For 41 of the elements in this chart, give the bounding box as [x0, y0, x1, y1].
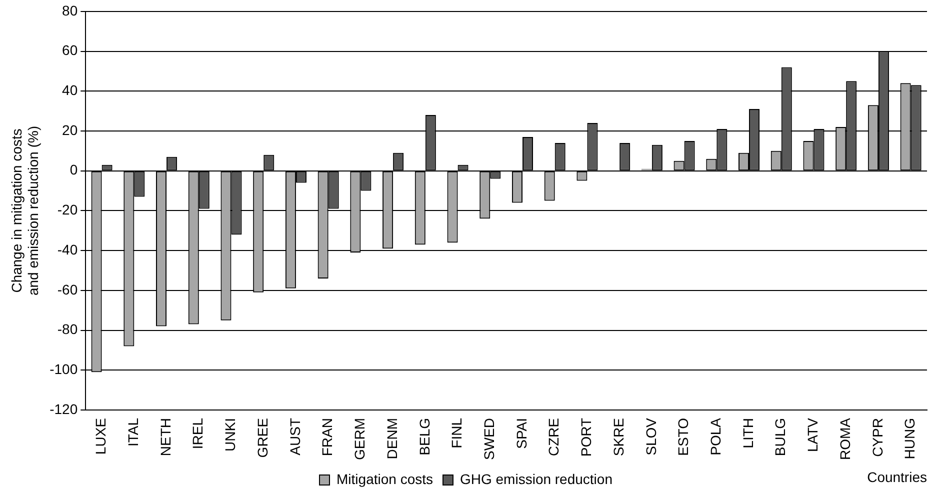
x-tick-label: BELG	[416, 418, 432, 456]
y-tick-label: -100	[50, 361, 78, 377]
x-tick-label: BULG	[772, 418, 788, 456]
x-tick-label: ITAL	[125, 418, 142, 447]
x-tick-label: PORT	[578, 418, 594, 457]
x-tick-label: HUNG	[902, 418, 918, 460]
x-tick-label: CZRE	[546, 418, 562, 456]
legend-label: Mitigation costs	[336, 470, 433, 487]
y-tick-label: -80	[57, 321, 78, 338]
y-tick-label: 20	[62, 122, 78, 138]
x-tick-label: POLA	[708, 417, 724, 456]
y-tick-label: -60	[57, 281, 78, 298]
y-tick-label: 40	[62, 82, 78, 98]
y-tick-label: 60	[62, 42, 78, 58]
x-tick-label: FRAN	[319, 418, 336, 456]
y-tick-label: 0	[70, 162, 78, 178]
x-tick-label: SPAI	[513, 418, 530, 449]
y-tick-label: -40	[57, 241, 78, 258]
x-tick-label: CYPR	[869, 418, 886, 457]
x-tick-label: UNKI	[222, 418, 238, 452]
x-axis-title: Countries	[867, 468, 927, 485]
x-tick-label: FINL	[448, 418, 465, 448]
x-tick-label: ESTO	[675, 418, 692, 456]
y-tick-label: -120	[50, 400, 78, 417]
y-axis-title: Change in mitigation costs and emission reduction (%)	[8, 126, 42, 296]
legend-label: GHG emission reduction	[460, 470, 613, 487]
x-tick-label: LITH	[740, 418, 756, 448]
x-tick-label: DENM	[384, 418, 400, 460]
x-tick-label: SWED	[480, 418, 497, 460]
y-tick-label: -20	[57, 202, 78, 218]
x-tick-label: GREE	[254, 418, 270, 458]
x-tick-label: SLOV	[642, 417, 659, 456]
x-tick-label: IREL	[190, 418, 206, 450]
x-tick-label: SKRE	[610, 418, 626, 456]
x-tick-label: ROMA	[836, 417, 853, 460]
y-tick-label: 80	[62, 2, 78, 18]
x-tick-label: GERM	[352, 418, 368, 460]
x-tick-label: AUST	[286, 418, 303, 456]
x-tick-label: LATV	[804, 417, 821, 452]
x-tick-label: LUXE	[92, 418, 109, 455]
x-tick-label: NETH	[157, 418, 174, 456]
